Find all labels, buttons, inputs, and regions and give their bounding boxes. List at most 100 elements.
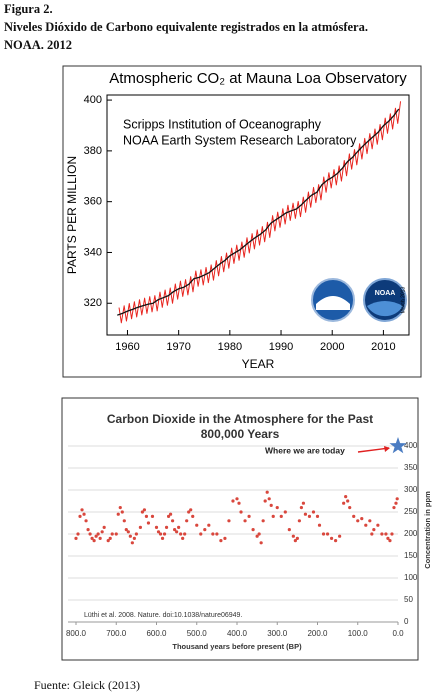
annotation: Scripps Institution of Oceanography <box>123 117 322 131</box>
data-point <box>283 510 287 514</box>
annotation: Lüthi et al. 2008. Nature. doi:10.1038/n… <box>84 612 242 619</box>
chart-title: Atmospheric CO₂ at Mauna Loa Observatory <box>109 70 407 87</box>
data-point <box>301 501 306 505</box>
data-point <box>98 536 102 541</box>
data-point <box>195 523 199 527</box>
data-point <box>166 514 171 519</box>
data-point <box>227 519 231 523</box>
data-point <box>376 523 380 527</box>
data-point <box>295 536 299 541</box>
data-point <box>181 536 185 541</box>
data-point <box>360 517 364 521</box>
data-point <box>352 514 356 519</box>
data-point <box>124 528 128 532</box>
data-point <box>86 528 90 532</box>
data-point <box>102 525 106 530</box>
data-point <box>321 532 326 536</box>
data-point <box>126 530 130 534</box>
data-point <box>237 501 241 505</box>
figure-label: Figura 2. <box>4 2 53 16</box>
x-tick-label: 2000 <box>320 341 344 353</box>
data-point <box>384 532 388 536</box>
data-point <box>142 508 147 512</box>
data-point <box>110 532 114 536</box>
note: March 2013 <box>400 287 406 314</box>
data-point <box>368 519 372 523</box>
data-point <box>390 532 394 536</box>
data-point <box>388 539 392 543</box>
data-point <box>344 495 348 499</box>
data-point <box>207 523 211 527</box>
data-point <box>293 539 297 543</box>
data-point <box>156 530 161 534</box>
data-point <box>334 539 338 543</box>
data-point <box>269 503 273 507</box>
y-tick-label: 50 <box>404 595 413 604</box>
data-point <box>74 536 78 541</box>
data-point <box>219 539 223 543</box>
data-point <box>303 512 308 516</box>
x-axis-label: Thousand years before present (BP) <box>172 642 302 651</box>
caption-line: Niveles Dióxido de Carbono equivalente r… <box>4 20 368 34</box>
data-point <box>342 501 346 505</box>
data-point <box>223 536 227 541</box>
x-tick-label: 600.0 <box>146 629 167 638</box>
data-line <box>117 108 400 316</box>
data-point <box>144 514 149 519</box>
data-point <box>162 532 167 536</box>
x-tick-label: 400.0 <box>227 629 248 638</box>
data-point <box>191 514 195 519</box>
data-point <box>187 510 191 514</box>
data-point <box>235 497 239 501</box>
x-tick-label: 300.0 <box>267 629 288 638</box>
data-point <box>183 532 187 536</box>
y-tick-label: 400 <box>84 94 102 106</box>
data-point <box>114 532 118 536</box>
data-point <box>325 532 330 536</box>
data-point <box>203 528 207 532</box>
data-point <box>317 523 322 527</box>
data-point <box>315 514 320 519</box>
annotation: NOAA Earth System Research Laboratory <box>123 133 357 147</box>
data-point <box>372 528 376 532</box>
data-point <box>140 510 145 514</box>
data-point <box>132 536 136 541</box>
data-point <box>106 539 110 543</box>
data-point <box>108 536 112 541</box>
data-point <box>177 525 181 530</box>
data-point <box>134 532 138 536</box>
data-point <box>364 523 368 527</box>
data-point <box>299 506 303 510</box>
data-point <box>380 532 384 536</box>
data-point <box>247 514 251 519</box>
y-tick-label: 340 <box>84 246 102 258</box>
x-tick-label: 2010 <box>371 341 395 353</box>
data-point <box>189 508 193 512</box>
data-point <box>307 514 312 519</box>
data-point <box>231 499 235 503</box>
data-point <box>175 530 179 534</box>
y-tick-label: 360 <box>84 196 102 208</box>
data-point <box>160 536 165 541</box>
data-point <box>348 506 352 510</box>
data-point <box>395 497 399 501</box>
arrow-head <box>384 446 390 452</box>
logo <box>367 301 403 317</box>
x-tick-label: 100.0 <box>348 629 369 638</box>
y-tick-label: 250 <box>404 507 418 516</box>
y-axis-label: PARTS PER MILLION <box>65 156 79 274</box>
data-point <box>287 528 291 532</box>
data-point <box>88 532 92 536</box>
data-point <box>211 532 215 536</box>
data-point <box>94 534 98 538</box>
y-tick-label: 320 <box>84 297 102 309</box>
marker-label: Where we are today <box>265 445 345 455</box>
x-tick-label: 1960 <box>115 341 139 353</box>
data-point <box>386 536 390 541</box>
figure-frame <box>61 397 419 661</box>
logo <box>316 296 350 310</box>
data-point <box>356 519 360 523</box>
today-marker <box>389 437 407 454</box>
data-point <box>243 519 247 523</box>
